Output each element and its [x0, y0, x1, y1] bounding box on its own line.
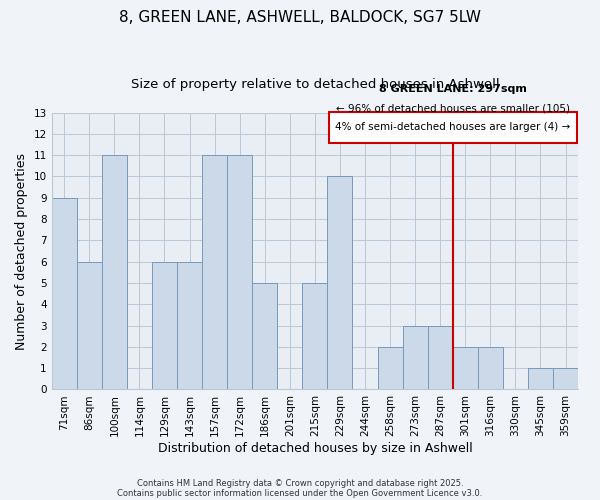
- Text: Contains HM Land Registry data © Crown copyright and database right 2025.: Contains HM Land Registry data © Crown c…: [137, 478, 463, 488]
- Text: Contains public sector information licensed under the Open Government Licence v3: Contains public sector information licen…: [118, 488, 482, 498]
- Bar: [102, 155, 127, 390]
- Bar: [453, 347, 478, 390]
- Bar: [252, 283, 277, 390]
- Text: 8, GREEN LANE, ASHWELL, BALDOCK, SG7 5LW: 8, GREEN LANE, ASHWELL, BALDOCK, SG7 5LW: [119, 10, 481, 25]
- Bar: [152, 262, 177, 390]
- Bar: [528, 368, 553, 390]
- Bar: [227, 155, 252, 390]
- Text: 8 GREEN LANE: 297sqm: 8 GREEN LANE: 297sqm: [379, 84, 527, 94]
- Bar: [77, 262, 102, 390]
- Bar: [403, 326, 428, 390]
- Bar: [428, 326, 453, 390]
- X-axis label: Distribution of detached houses by size in Ashwell: Distribution of detached houses by size …: [158, 442, 472, 455]
- Bar: [328, 176, 352, 390]
- Bar: [52, 198, 77, 390]
- Title: Size of property relative to detached houses in Ashwell: Size of property relative to detached ho…: [131, 78, 499, 90]
- Bar: [478, 347, 503, 390]
- FancyBboxPatch shape: [329, 112, 577, 144]
- Text: ← 96% of detached houses are smaller (105): ← 96% of detached houses are smaller (10…: [336, 104, 570, 114]
- Bar: [553, 368, 578, 390]
- Bar: [377, 347, 403, 390]
- Bar: [302, 283, 328, 390]
- Bar: [177, 262, 202, 390]
- Bar: [202, 155, 227, 390]
- Text: 4% of semi-detached houses are larger (4) →: 4% of semi-detached houses are larger (4…: [335, 122, 571, 132]
- Y-axis label: Number of detached properties: Number of detached properties: [15, 152, 28, 350]
